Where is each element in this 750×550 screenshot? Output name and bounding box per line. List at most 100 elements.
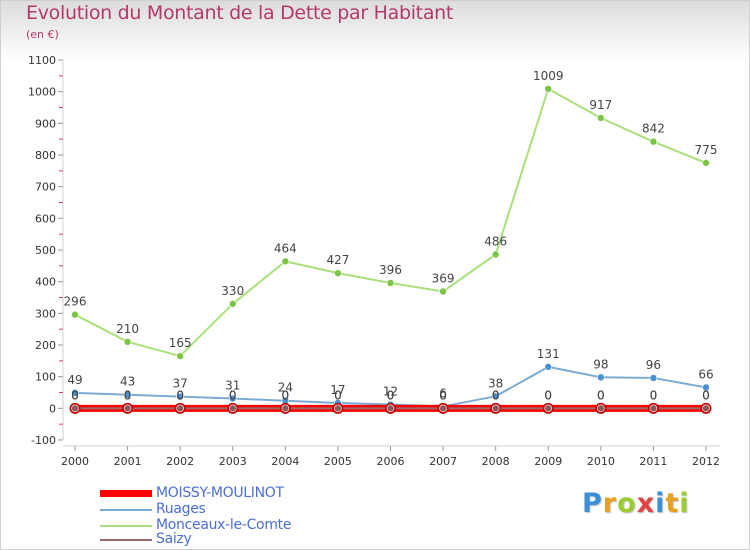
data-point xyxy=(491,250,500,259)
x-tick-label: 2001 xyxy=(114,455,142,468)
x-tick-label: 2004 xyxy=(271,455,299,468)
data-label: 0 xyxy=(702,388,710,402)
data-point xyxy=(491,404,500,413)
data-label: 49 xyxy=(67,373,82,387)
data-label: 464 xyxy=(274,241,297,255)
data-label: 37 xyxy=(173,377,188,391)
data-label: 396 xyxy=(379,263,402,277)
data-label: 0 xyxy=(176,388,184,402)
x-tick-label: 2009 xyxy=(534,455,562,468)
data-label: 38 xyxy=(488,376,503,390)
x-tick-label: 2011 xyxy=(639,455,667,468)
chart-subtitle: (en €) xyxy=(26,28,59,41)
data-point xyxy=(702,159,710,167)
logo-letter: x xyxy=(636,488,656,519)
data-label: 0 xyxy=(544,388,552,402)
data-point xyxy=(228,300,237,308)
data-label: 0 xyxy=(597,388,605,402)
line-chart: -100010020030040050060070080090010001100… xyxy=(28,54,720,468)
data-label: 0 xyxy=(176,388,184,402)
y-tick-label: 700 xyxy=(35,181,56,194)
data-label: 427 xyxy=(326,253,349,267)
data-label: 0 xyxy=(439,388,447,402)
data-label: 131 xyxy=(537,347,560,361)
legend-label: MOISSY-MOULINOT xyxy=(156,485,284,501)
data-label: 775 xyxy=(695,143,718,157)
data-point xyxy=(71,310,79,319)
data-point xyxy=(649,374,658,382)
data-point xyxy=(386,279,395,287)
data-label: 0 xyxy=(229,388,237,402)
data-label: 0 xyxy=(282,388,290,402)
data-point xyxy=(597,373,605,382)
y-tick-label: 100 xyxy=(35,371,56,384)
data-point xyxy=(123,404,132,413)
y-tick-label: 400 xyxy=(35,276,56,289)
data-point xyxy=(123,390,132,399)
data-point xyxy=(334,269,342,277)
data-point xyxy=(281,404,290,413)
x-tick-label: 2000 xyxy=(61,455,89,468)
legend-label: Ruages xyxy=(156,501,206,517)
data-label: 0 xyxy=(229,388,237,402)
data-label: 0 xyxy=(71,388,79,402)
data-label: 296 xyxy=(64,295,87,309)
data-point xyxy=(439,404,447,413)
data-label: 1009 xyxy=(533,69,564,83)
series-line xyxy=(74,87,707,358)
data-point xyxy=(386,404,395,413)
data-label: 98 xyxy=(593,357,608,371)
data-label: 31 xyxy=(225,379,240,393)
data-label: 0 xyxy=(650,388,658,402)
data-point xyxy=(649,404,658,413)
data-label: 0 xyxy=(492,388,500,402)
data-label: 210 xyxy=(116,322,139,336)
data-point xyxy=(71,389,79,397)
data-label: 66 xyxy=(698,367,713,381)
y-tick-label: 1100 xyxy=(28,54,56,67)
data-point xyxy=(597,114,605,122)
data-label: 0 xyxy=(702,388,710,402)
chart-title: Evolution du Montant de la Dette par Hab… xyxy=(26,2,454,24)
x-tick-label: 2003 xyxy=(219,455,247,468)
data-label: 486 xyxy=(484,234,507,248)
data-point xyxy=(597,404,605,413)
x-tick-label: 2010 xyxy=(587,455,615,468)
data-point xyxy=(544,363,553,371)
data-point xyxy=(176,404,184,413)
y-tick-label: 300 xyxy=(35,307,56,320)
proxiti-logo: Proxiti xyxy=(582,488,690,519)
data-label: 17 xyxy=(330,383,345,397)
data-label: 24 xyxy=(278,381,293,395)
data-label: 165 xyxy=(169,336,192,350)
data-point xyxy=(702,404,710,413)
data-label: 0 xyxy=(124,388,132,402)
data-point xyxy=(544,85,553,93)
legend-swatch xyxy=(100,539,152,541)
data-label: 0 xyxy=(650,388,658,402)
data-label: 0 xyxy=(439,388,447,402)
data-label: 0 xyxy=(71,388,79,402)
data-label: 842 xyxy=(642,122,665,136)
data-point xyxy=(491,392,500,401)
legend-swatch xyxy=(100,525,152,527)
data-label: 0 xyxy=(282,388,290,402)
data-point xyxy=(176,352,184,360)
x-tick-label: 2008 xyxy=(482,455,510,468)
data-point xyxy=(439,287,447,296)
data-point xyxy=(71,404,79,413)
data-point xyxy=(228,404,237,413)
data-label: 917 xyxy=(589,98,612,112)
data-label: 0 xyxy=(387,388,395,402)
legend-swatch xyxy=(100,490,152,497)
data-point xyxy=(123,338,132,346)
data-label: 369 xyxy=(432,271,455,285)
data-point xyxy=(176,392,184,401)
x-tick-label: 2006 xyxy=(377,455,405,468)
y-tick-label: 900 xyxy=(35,117,56,130)
data-label: 0 xyxy=(544,388,552,402)
y-tick-label: 0 xyxy=(49,402,56,415)
data-label: 0 xyxy=(124,388,132,402)
y-tick-label: 500 xyxy=(35,244,56,257)
